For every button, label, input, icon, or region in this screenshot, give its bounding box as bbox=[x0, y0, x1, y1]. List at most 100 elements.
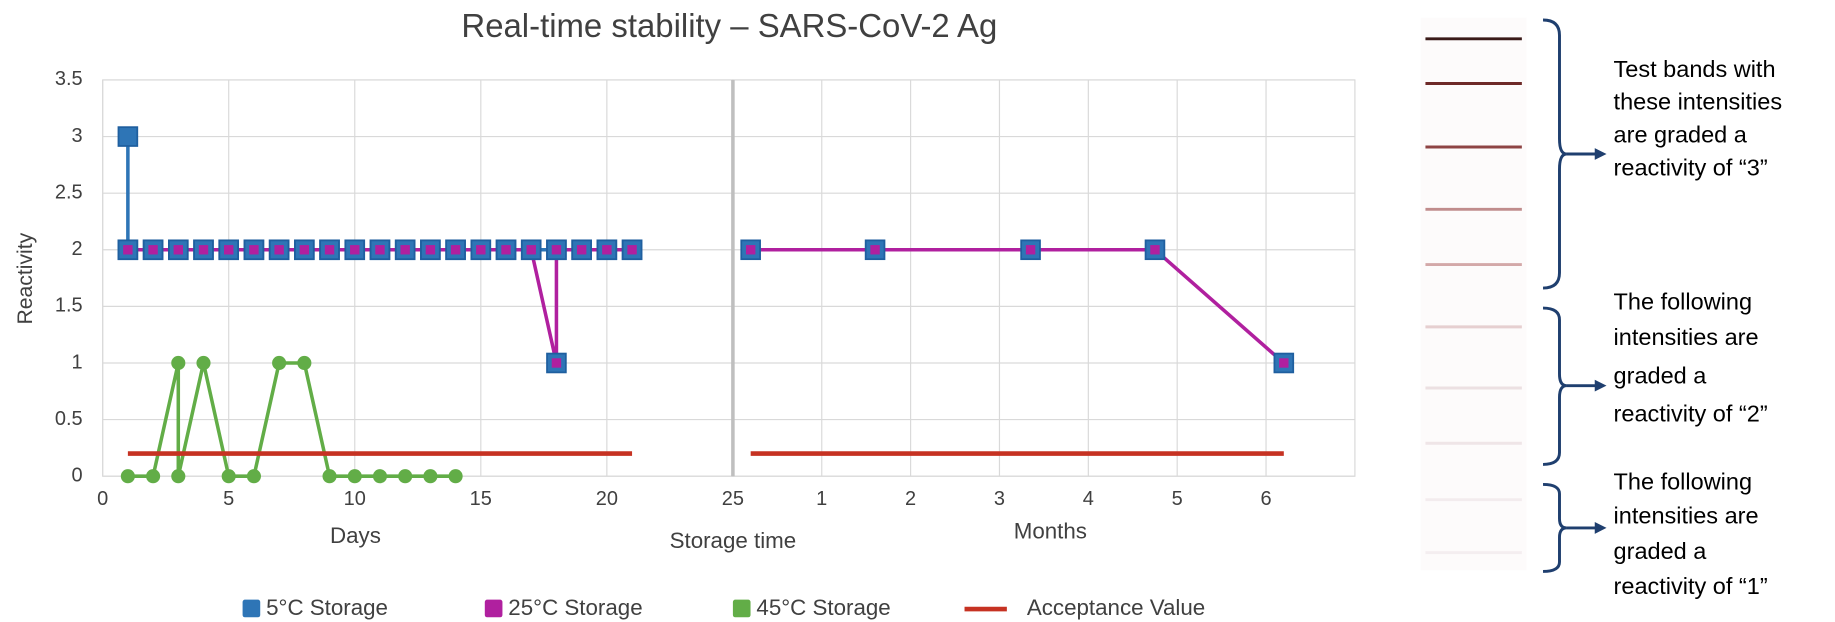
marker bbox=[247, 469, 261, 483]
marker-core bbox=[148, 245, 157, 254]
marker bbox=[522, 240, 541, 259]
note-line: Test bands with bbox=[1614, 56, 1776, 82]
marker bbox=[219, 240, 238, 259]
marker-core bbox=[1150, 245, 1159, 254]
marker bbox=[547, 354, 566, 373]
marker-core bbox=[476, 245, 485, 254]
marker-core bbox=[527, 245, 536, 254]
note-line: reactivity of “2” bbox=[1614, 400, 1768, 426]
y-tick-label: 1.5 bbox=[55, 295, 83, 317]
x-tick-label: 15 bbox=[470, 488, 492, 510]
y-tick-label: 3.5 bbox=[55, 68, 83, 90]
marker bbox=[741, 240, 760, 259]
marker bbox=[572, 240, 591, 259]
arrowheads bbox=[1595, 148, 1607, 534]
note-line: The following bbox=[1614, 289, 1752, 315]
note-line: intensities are bbox=[1614, 324, 1759, 350]
marker bbox=[118, 127, 137, 146]
marker bbox=[597, 240, 616, 259]
marker bbox=[270, 240, 289, 259]
marker-core bbox=[400, 245, 409, 254]
strip bbox=[1421, 18, 1527, 571]
x-axis-label: Months bbox=[1014, 519, 1087, 544]
marker bbox=[1146, 240, 1165, 259]
marker-core bbox=[602, 245, 611, 254]
brackets bbox=[1543, 20, 1597, 571]
marker bbox=[398, 469, 412, 483]
marker bbox=[1274, 354, 1293, 373]
marker-core bbox=[577, 245, 586, 254]
marker bbox=[471, 240, 490, 259]
marker bbox=[171, 356, 185, 370]
marker bbox=[446, 240, 465, 259]
y-axis-label: Reactivity bbox=[14, 232, 37, 324]
marker bbox=[222, 469, 236, 483]
marker-core bbox=[174, 245, 183, 254]
marker bbox=[118, 240, 137, 259]
marker bbox=[547, 240, 566, 259]
marker bbox=[295, 240, 314, 259]
marker-core bbox=[627, 245, 636, 254]
legend-label: 45°C Storage bbox=[756, 595, 890, 620]
legend-label: 25°C Storage bbox=[508, 595, 642, 620]
marker-core bbox=[746, 245, 755, 254]
x-tick-label: 1 bbox=[816, 488, 827, 510]
marker-core bbox=[1026, 245, 1035, 254]
arrowhead bbox=[1595, 380, 1607, 392]
x-tick-label: 3 bbox=[994, 488, 1005, 510]
x-axis-label: Days bbox=[330, 523, 381, 548]
note-line: graded a bbox=[1614, 538, 1708, 564]
page: Real-time stability – SARS-CoV-2 Ag Reac… bbox=[0, 0, 1835, 622]
marker-core bbox=[501, 245, 510, 254]
marker-core bbox=[1279, 358, 1288, 367]
note-line: The following bbox=[1614, 468, 1752, 494]
legend-label: Acceptance Value bbox=[1027, 595, 1205, 620]
marker bbox=[421, 240, 440, 259]
x-tick-label: 4 bbox=[1083, 488, 1094, 510]
legend-key bbox=[485, 600, 503, 618]
legend-key bbox=[243, 600, 261, 618]
marker bbox=[348, 469, 362, 483]
marker-core bbox=[199, 245, 208, 254]
marker-core bbox=[325, 245, 334, 254]
marker bbox=[196, 356, 210, 370]
note-line: reactivity of “3” bbox=[1614, 155, 1768, 181]
marker-core bbox=[123, 245, 132, 254]
marker bbox=[497, 240, 516, 259]
note-line: intensities are bbox=[1614, 503, 1759, 529]
marker bbox=[1021, 240, 1040, 259]
marker-core bbox=[375, 245, 384, 254]
note-line: reactivity of “1” bbox=[1614, 573, 1768, 599]
arrowhead bbox=[1595, 522, 1607, 534]
y-tick-label: 2.5 bbox=[55, 181, 83, 203]
legend-key bbox=[733, 600, 751, 618]
y-tick-label: 0 bbox=[72, 464, 83, 486]
note-line: are graded a bbox=[1614, 122, 1748, 148]
bracket bbox=[1543, 20, 1567, 288]
marker bbox=[171, 469, 185, 483]
plot-frame bbox=[103, 80, 733, 476]
x-tick-label: 10 bbox=[344, 488, 366, 510]
marker bbox=[396, 240, 415, 259]
marker bbox=[371, 240, 390, 259]
marker bbox=[373, 469, 387, 483]
bracket bbox=[1543, 308, 1567, 464]
x-axis-label: Storage time bbox=[670, 528, 797, 553]
x-tick-label: 0 bbox=[97, 488, 108, 510]
chart-title: Real-time stability – SARS-CoV-2 Ag bbox=[461, 7, 997, 44]
marker bbox=[121, 469, 135, 483]
marker bbox=[320, 240, 339, 259]
legend-label: 5°C Storage bbox=[266, 595, 388, 620]
marker-core bbox=[274, 245, 283, 254]
x-tick-label: 2 bbox=[905, 488, 916, 510]
marker-core bbox=[426, 245, 435, 254]
marker-core bbox=[870, 245, 879, 254]
marker-core bbox=[224, 245, 233, 254]
marker bbox=[623, 240, 642, 259]
plot-frame bbox=[733, 80, 1355, 476]
marker bbox=[146, 469, 160, 483]
marker bbox=[144, 240, 163, 259]
test-bands bbox=[1421, 18, 1527, 571]
x-tick-label: 6 bbox=[1260, 488, 1271, 510]
x-tick-label: 20 bbox=[596, 488, 618, 510]
